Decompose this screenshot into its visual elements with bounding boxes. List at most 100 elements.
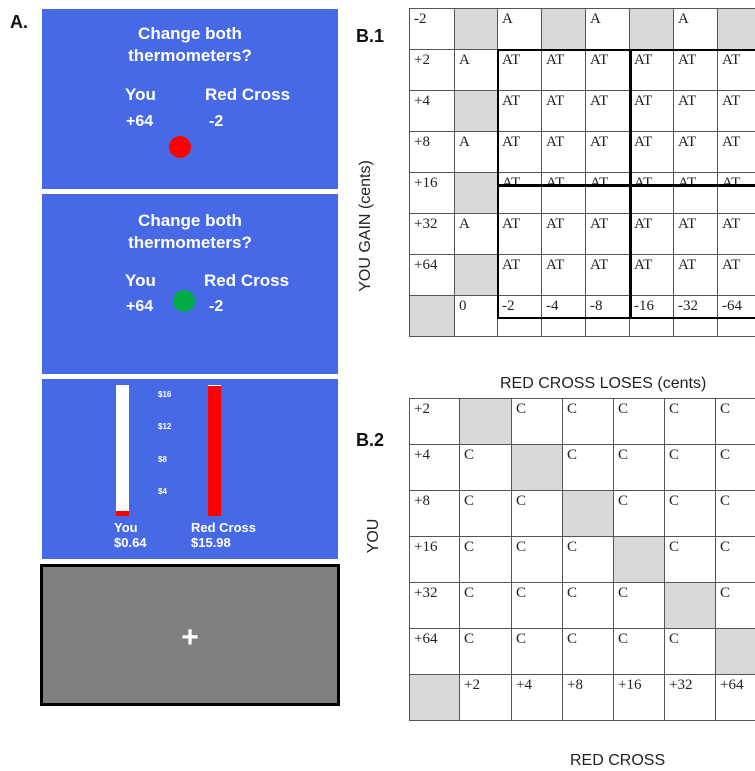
grid-row: -2 A A A <box>409 8 755 50</box>
grid-cell-text: AT <box>546 175 565 191</box>
grid-cell: AT <box>585 49 630 91</box>
red-cross-thermometer-amount: $15.98 <box>191 535 231 550</box>
grid-cell-text: C <box>567 539 578 555</box>
grid-cell-text <box>564 492 613 494</box>
grid-cell-text: AT <box>634 52 653 68</box>
red-cross-label: Red Cross <box>204 271 290 290</box>
grid-cell-text: AT <box>590 216 609 232</box>
grid-cell: C <box>613 398 665 445</box>
grid-cell: C <box>715 398 755 445</box>
grid-cell-text: AT <box>722 257 741 273</box>
grid-row: +4 AT AT AT AT AT AT <box>409 90 755 132</box>
grid-cell: AT <box>673 90 718 132</box>
grid-cell: A <box>585 8 630 50</box>
grid-cell: AT <box>717 213 755 255</box>
grid-cell: AT <box>717 90 755 132</box>
grid-cell-text: -8 <box>590 298 603 314</box>
you-value: +64 <box>126 113 154 130</box>
grid-cell-text: AT <box>502 93 521 109</box>
b2-x-axis-label: RED CROSS <box>570 752 666 769</box>
grid-cell-text: C <box>720 585 731 601</box>
grid-cell-text: +64 <box>414 257 438 273</box>
grid-cell-text <box>666 584 715 586</box>
grid-cell-text: +64 <box>414 631 438 647</box>
grid-cell-text: C <box>720 447 731 463</box>
grid-cell <box>562 490 614 537</box>
grid-cell: +4 <box>511 674 563 721</box>
grid-cell-text: AT <box>590 134 609 150</box>
grid-cell: C <box>664 536 716 583</box>
grid-cell-text <box>411 297 454 299</box>
grid-cell: AT <box>497 131 542 173</box>
grid-cell: AT <box>497 213 542 255</box>
grid-cell: C <box>562 628 614 675</box>
grid-cell: A <box>454 49 498 91</box>
red-cross-value: -2 <box>209 298 224 315</box>
grid-cell-text <box>543 10 585 12</box>
grid-cell: C <box>511 490 563 537</box>
grid-cell: C <box>459 582 512 629</box>
grid-cell-text <box>456 256 497 258</box>
grid-cell-text: A <box>590 11 601 27</box>
grid-cell-text: C <box>516 631 527 647</box>
grid-cell <box>454 8 498 50</box>
grid-cell <box>715 628 755 675</box>
grid-cell-text <box>717 630 755 632</box>
grid-cell: C <box>459 536 512 583</box>
grid-cell: C <box>664 490 716 537</box>
thermometer-screen: $16 $12 $8 $4 You $0.64 Red Cross $15.98 <box>42 379 338 559</box>
grid-cell: A <box>673 8 718 50</box>
grid-cell: C <box>562 444 614 491</box>
grid-cell: AT <box>673 254 718 296</box>
grid-cell <box>664 582 716 629</box>
grid-cell-text: AT <box>502 175 521 191</box>
grid-cell-text: C <box>464 493 475 509</box>
grid-cell: +64 <box>409 254 455 296</box>
grid-cell: AT <box>497 172 542 214</box>
grid-cell-text <box>456 92 497 94</box>
grid-cell-text: C <box>567 401 578 417</box>
grid-cell: AT <box>717 131 755 173</box>
grid-cell: C <box>613 444 665 491</box>
grid-cell-text: AT <box>546 216 565 232</box>
grid-row: +2 C C C C C <box>409 398 755 445</box>
grid-cell: C <box>715 536 755 583</box>
grid-cell: AT <box>673 213 718 255</box>
grid-cell-text: AT <box>634 93 653 109</box>
grid-cell: +32 <box>664 674 716 721</box>
grid-row: +32 A AT AT AT AT AT AT <box>409 213 755 255</box>
grid-cell-text: C <box>516 585 527 601</box>
b1-x-axis-label: RED CROSS LOSES (cents) <box>500 375 707 392</box>
grid-cell-text: +64 <box>720 677 744 693</box>
grid-cell-text: A <box>502 11 513 27</box>
grid-cell <box>454 90 498 132</box>
grid-row: +2 +4 +8 +16 +32 +64 <box>409 674 755 721</box>
grid-cell: AT <box>629 213 674 255</box>
grid-cell-text: A <box>459 134 470 150</box>
grid-cell-text: +2 <box>414 52 430 68</box>
red-cross-thermometer-label: Red Cross <box>191 520 257 535</box>
grid-cell: C <box>715 582 755 629</box>
grid-cell: C <box>511 582 563 629</box>
grid-row: +2 A AT AT AT AT AT AT <box>409 49 755 91</box>
grid-cell-text: C <box>618 447 629 463</box>
grid-cell-text <box>631 10 673 12</box>
panel-b2-label: B.2 <box>356 430 385 450</box>
grid-cell-text <box>411 676 459 678</box>
b2-y-axis-label: YOU <box>365 518 382 554</box>
grid-cell: +2 <box>409 398 460 445</box>
grid-cell: AT <box>673 131 718 173</box>
grid-cell-text: AT <box>634 257 653 273</box>
grid-cell-text: A <box>459 52 470 68</box>
grid-cell: +64 <box>715 674 755 721</box>
grid-row: +32 C C C C C <box>409 582 755 629</box>
grid-cell: C <box>511 398 563 445</box>
grid-row: +8 A AT AT AT AT AT AT <box>409 131 755 173</box>
you-thermometer-fill <box>116 510 129 516</box>
grid-cell-text: C <box>669 631 680 647</box>
screen-question: Change both thermometers? <box>128 24 252 65</box>
grid-row: +16 C C C C C <box>409 536 755 583</box>
b2-payoff-grid: +2 C C C C C +4 C C C C C +8 C C C C C +16 C C C C C +32 C C C C C +64… <box>409 398 755 721</box>
grid-cell <box>454 254 498 296</box>
tick-label: $8 <box>158 455 167 464</box>
